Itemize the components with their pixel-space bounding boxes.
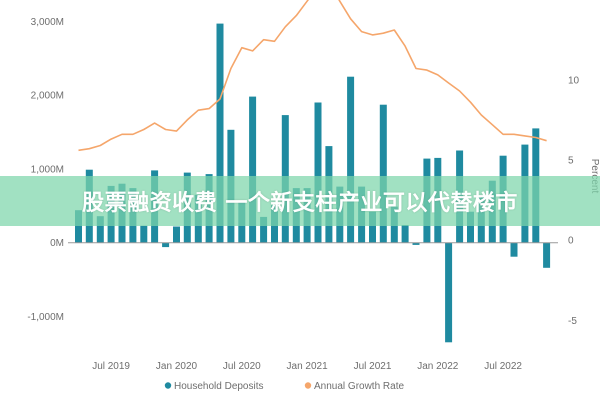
y-left-ticks: 3,000M 2,000M 1,000M 0M -1,000M: [27, 17, 64, 323]
legend: Household Deposits Annual Growth Rate: [164, 381, 404, 392]
x-tick-label: Jul 2019: [92, 361, 130, 372]
y-left-tick-label: 3,000M: [31, 17, 64, 28]
y-right-tick-label: 5: [568, 156, 574, 167]
x-tick-label: Jan 2021: [287, 361, 329, 372]
legend-marker: [304, 382, 312, 389]
y-right-ticks: 10 5 0 -5: [568, 75, 580, 326]
bar-household-deposits: [347, 76, 355, 243]
x-tick-label: Jul 2022: [484, 361, 522, 372]
legend-item-label: Annual Growth Rate: [314, 381, 404, 392]
overlay-banner-text: 股票融资收费 一个新支柱产业可以代替楼市: [82, 191, 518, 216]
y-right-tick-label: 0: [568, 236, 574, 247]
bar-household-deposits: [467, 211, 474, 243]
x-tick-label: Jul 2021: [354, 361, 392, 372]
bar-household-deposits: [379, 104, 387, 243]
y-left-tick-label: 0M: [50, 238, 64, 249]
x-tick-label: Jan 2022: [417, 361, 459, 372]
bar-household-deposits: [216, 23, 224, 243]
bar-household-deposits: [401, 225, 409, 243]
line-annual-growth-rate: [78, 0, 547, 152]
bar-household-deposits: [249, 96, 257, 243]
bar-household-deposits: [314, 102, 322, 243]
y-left-tick-label: -1,000M: [27, 312, 64, 323]
y-right-tick-label: -5: [568, 316, 577, 327]
bar-household-deposits: [412, 242, 420, 245]
overlay-banner: 股票融资收费 一个新支柱产业可以代替楼市: [0, 176, 600, 226]
line-layer: [78, 0, 547, 152]
x-ticks: Jul 2019 Jan 2020 Jul 2020 Jan 2021 Jul 2021…: [92, 361, 522, 372]
bar-household-deposits: [543, 242, 551, 268]
bar-household-deposits: [75, 210, 82, 243]
bar-household-deposits: [96, 216, 104, 243]
legend-item-label: Household Deposits: [174, 381, 264, 392]
x-tick-label: Jul 2020: [223, 361, 261, 372]
y-left-tick-label: 2,000M: [31, 91, 64, 102]
bar-household-deposits: [260, 216, 268, 243]
bar-household-deposits: [510, 242, 518, 257]
bar-household-deposits: [369, 211, 376, 243]
y-right-tick-label: 10: [568, 75, 580, 86]
legend-marker: [164, 382, 172, 389]
x-tick-label: Jan 2020: [156, 361, 198, 372]
bar-household-deposits: [162, 242, 170, 248]
bar-household-deposits: [173, 226, 180, 243]
bar-household-deposits: [140, 225, 148, 243]
bar-household-deposits: [445, 242, 453, 343]
y-left-tick-label: 1,000M: [31, 164, 64, 175]
